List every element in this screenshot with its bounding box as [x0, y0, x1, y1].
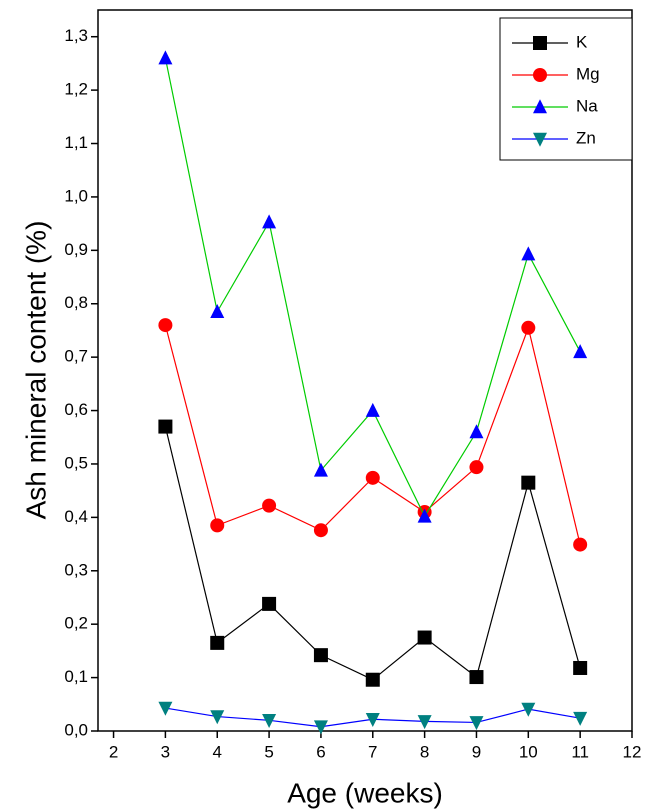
marker: [521, 702, 536, 717]
marker: [262, 714, 277, 729]
legend-marker: [533, 132, 547, 147]
marker: [365, 712, 380, 727]
x-tick-label: 9: [472, 742, 481, 761]
y-tick-label: 1,2: [64, 80, 88, 99]
y-tick-label: 0,4: [64, 507, 88, 526]
x-tick-label: 7: [368, 742, 377, 761]
marker: [313, 720, 328, 735]
marker: [262, 498, 277, 513]
y-tick-label: 0,8: [64, 293, 88, 312]
legend-marker: [533, 36, 547, 50]
x-tick-label: 6: [316, 742, 325, 761]
legend-box: [499, 17, 633, 161]
legend-marker: [533, 99, 547, 114]
y-tick-label: 0,3: [64, 560, 88, 579]
marker: [158, 318, 173, 333]
series-line: [164, 426, 581, 681]
marker: [365, 470, 380, 485]
x-tick-label: 12: [623, 742, 642, 761]
marker: [365, 672, 380, 687]
marker: [313, 648, 328, 663]
legend-label: K: [576, 32, 588, 51]
plot-frame: [97, 9, 633, 732]
marker: [417, 508, 432, 523]
x-tick-label: 5: [264, 742, 273, 761]
x-tick-label: 8: [420, 742, 429, 761]
x-tick-label: 3: [161, 742, 170, 761]
marker: [573, 660, 588, 675]
marker: [469, 670, 484, 685]
marker: [262, 596, 277, 611]
y-tick-label: 0,9: [64, 240, 88, 259]
marker: [469, 460, 484, 475]
marker: [417, 630, 432, 645]
marker: [469, 716, 484, 731]
x-tick-label: 10: [519, 742, 538, 761]
y-tick-label: 1,1: [64, 133, 88, 152]
marker: [210, 635, 225, 650]
marker: [521, 320, 536, 335]
y-tick-label: 0,7: [64, 347, 88, 366]
legend-label: Mg: [576, 64, 600, 83]
legend-label: Zn: [576, 128, 596, 147]
y-tick-label: 0,5: [64, 453, 88, 472]
marker: [573, 537, 588, 552]
marker: [313, 523, 328, 538]
legend-marker: [533, 68, 547, 82]
marker: [417, 715, 432, 730]
x-tick-label: 2: [109, 742, 118, 761]
y-tick-label: 1,0: [64, 186, 88, 205]
x-tick-label: 4: [213, 742, 222, 761]
legend-label: Na: [576, 96, 598, 115]
y-tick-label: 1,3: [64, 26, 88, 45]
marker: [469, 424, 484, 439]
marker: [573, 711, 588, 726]
marker: [521, 246, 536, 261]
x-tick-label: 11: [571, 742, 589, 761]
y-tick-label: 0,0: [64, 720, 88, 739]
marker: [313, 462, 328, 477]
marker: [210, 710, 225, 725]
y-tick-label: 0,1: [64, 667, 88, 686]
marker: [210, 304, 225, 319]
marker: [158, 701, 173, 716]
x-axis-title: Age (weeks): [287, 777, 443, 808]
marker: [158, 50, 173, 65]
y-tick-label: 0,6: [64, 400, 88, 419]
y-axis-title: Ash mineral content (%): [20, 221, 51, 520]
marker: [262, 214, 277, 229]
marker: [521, 475, 536, 490]
marker: [365, 402, 380, 417]
series-line: [164, 324, 581, 545]
marker: [158, 419, 173, 434]
marker: [210, 518, 225, 533]
marker: [573, 344, 588, 359]
y-tick-label: 0,2: [64, 614, 88, 633]
